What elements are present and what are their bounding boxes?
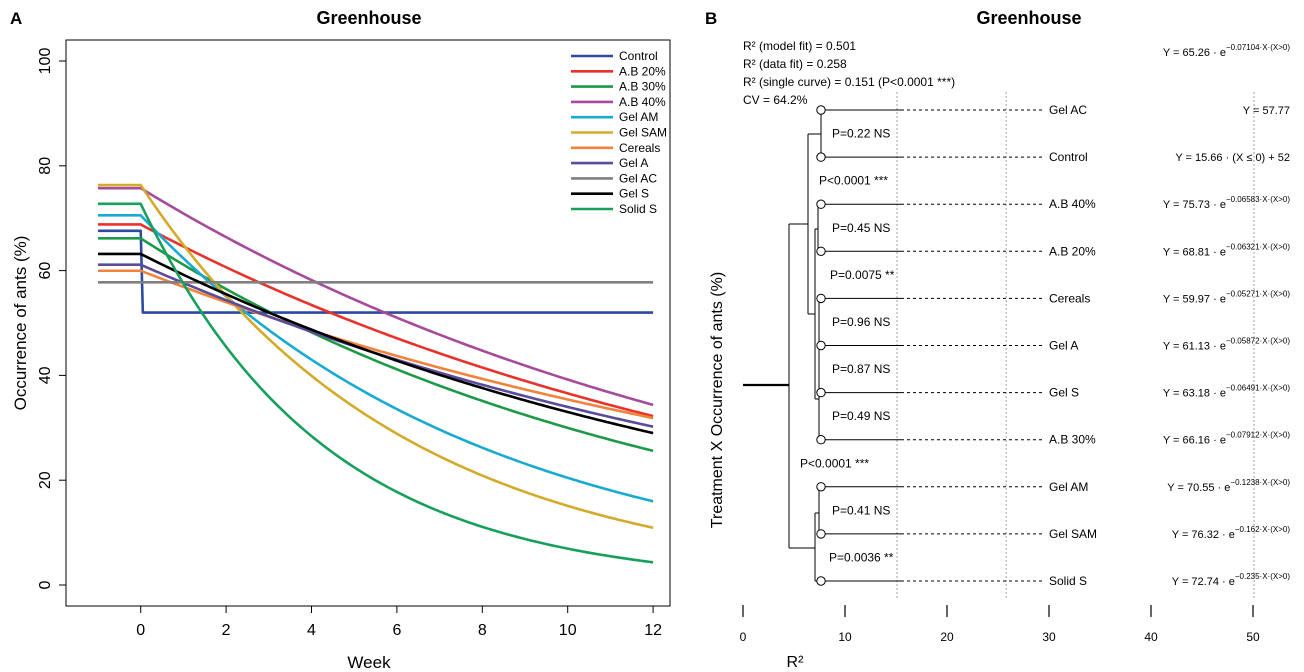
legend-label: Gel S bbox=[619, 187, 649, 201]
p-value-label: P<0.0001 *** bbox=[819, 174, 888, 188]
p-value-label: P=0.49 NS bbox=[832, 409, 890, 423]
x-tick-label: 10 bbox=[559, 622, 577, 639]
treatment-label: Cereals bbox=[1049, 291, 1090, 305]
panel-a-y-axis-label: Occurrence of ants (%) bbox=[11, 236, 30, 411]
x-tick-label: 0 bbox=[136, 622, 145, 639]
treatment-label: Gel AC bbox=[1049, 103, 1087, 117]
series-line-solid-s bbox=[98, 202, 654, 564]
leaf-node bbox=[816, 340, 826, 351]
legend-label: Gel AM bbox=[619, 110, 658, 124]
curve-equation: Y = 61.13 · e−0.05872·X·(X>0) bbox=[1163, 337, 1290, 353]
legend-label: Gel SAM bbox=[619, 126, 667, 140]
y-tick-label: 80 bbox=[37, 157, 54, 175]
curve-equation: Y = 66.16 · e−0.07912·X·(X>0) bbox=[1163, 431, 1290, 447]
series-line-a-b-20- bbox=[98, 223, 654, 418]
b-x-tick-label: 30 bbox=[1042, 630, 1056, 644]
y-tick-label: 40 bbox=[37, 366, 54, 384]
x-tick-label: 4 bbox=[307, 622, 316, 639]
p-value-label: P=0.0036 ** bbox=[829, 550, 894, 564]
p-value-label: P=0.0075 ** bbox=[830, 268, 895, 282]
curve-equation: Y = 76.32 · e−0.162·X·(X>0) bbox=[1172, 525, 1291, 541]
treatment-label: Gel S bbox=[1049, 386, 1079, 400]
p-value-label: P<0.0001 *** bbox=[800, 456, 869, 470]
curve-equation: Y = 57.77 bbox=[1243, 105, 1290, 117]
leaf-node bbox=[816, 199, 826, 209]
leaf-node bbox=[816, 293, 826, 304]
curve-equation: Y = 68.81 · e−0.06321·X·(X>0) bbox=[1163, 242, 1290, 258]
legend-label: A.B 30% bbox=[619, 80, 666, 94]
fit-statistic: R² (model fit) = 0.501 bbox=[743, 39, 856, 53]
p-value-label: P=0.41 NS bbox=[832, 503, 890, 517]
x-tick-label: 12 bbox=[644, 622, 662, 639]
leaf-node bbox=[816, 246, 826, 257]
b-x-tick-label: 50 bbox=[1246, 630, 1260, 644]
leaf-node bbox=[816, 482, 826, 492]
treatment-label: Gel A bbox=[1049, 339, 1078, 353]
panel-b-letter: B bbox=[705, 9, 717, 28]
legend-label: Gel AC bbox=[619, 171, 657, 185]
fit-statistic: CV = 64.2% bbox=[743, 93, 808, 107]
b-x-tick-label: 40 bbox=[1144, 630, 1158, 644]
treatment-label: A.B 30% bbox=[1049, 433, 1096, 447]
treatment-label: A.B 20% bbox=[1049, 244, 1096, 258]
legend-label: A.B 40% bbox=[619, 95, 666, 109]
treatment-label: Gel SAM bbox=[1049, 527, 1097, 541]
legend-label: Cereals bbox=[619, 141, 660, 155]
x-tick-label: 8 bbox=[478, 622, 487, 639]
series-line-a-b-30- bbox=[98, 237, 654, 453]
curve-equation: Y = 75.73 · e−0.06583·X·(X>0) bbox=[1163, 195, 1290, 211]
curve-equation: Y = 65.26 · e−0.07104·X·(X>0) bbox=[1163, 43, 1290, 59]
leaf-node bbox=[816, 387, 826, 398]
plot-frame bbox=[65, 39, 671, 607]
legend-label: Gel A bbox=[619, 156, 648, 170]
b-x-tick-label: 0 bbox=[740, 630, 747, 644]
series-line-cereals bbox=[98, 269, 654, 420]
fit-statistic: R² (single curve) = 0.151 (P<0.0001 ***) bbox=[743, 75, 955, 89]
panel-a-title: Greenhouse bbox=[316, 8, 421, 28]
panel-a-x-axis-label: Week bbox=[347, 653, 391, 672]
treatment-label: Control bbox=[1049, 150, 1088, 164]
leaf-node bbox=[816, 576, 826, 586]
legend-label: Solid S bbox=[619, 202, 657, 216]
y-tick-label: 20 bbox=[37, 471, 54, 489]
y-tick-label: 0 bbox=[37, 580, 54, 589]
panel-b-y-axis-label: Treatment X Occurrence of ants (%) bbox=[709, 272, 726, 528]
series-line-gel-s bbox=[98, 252, 654, 435]
legend-label: Control bbox=[619, 49, 658, 63]
b-x-tick-label: 20 bbox=[940, 630, 954, 644]
curve-equation: Y = 59.97 · e−0.05271·X·(X>0) bbox=[1163, 289, 1290, 305]
x-tick-label: 6 bbox=[392, 622, 401, 639]
panel-b-title: Greenhouse bbox=[976, 8, 1081, 28]
p-value-label: P=0.22 NS bbox=[832, 127, 890, 141]
curve-equation: Y = 15.66 · (X ≤ 0) + 52 bbox=[1175, 152, 1290, 164]
p-value-label: P=0.96 NS bbox=[832, 315, 890, 329]
y-tick-label: 60 bbox=[37, 262, 54, 280]
x-tick-label: 2 bbox=[222, 622, 231, 639]
treatment-label: Gel AM bbox=[1049, 480, 1088, 494]
series-line-gel-am bbox=[98, 214, 654, 503]
leaf-node bbox=[816, 435, 826, 445]
panel-a: A Greenhouse Week Occurrence of ants (%)… bbox=[10, 8, 671, 672]
leaf-node bbox=[816, 529, 826, 539]
fit-statistic: R² (data fit) = 0.258 bbox=[743, 57, 847, 71]
legend-label: A.B 20% bbox=[619, 64, 666, 78]
curve-equation: Y = 63.18 · e−0.06491·X·(X>0) bbox=[1163, 384, 1290, 400]
treatment-label: Solid S bbox=[1049, 574, 1087, 588]
series-line-gel-sam bbox=[98, 183, 654, 530]
p-value-label: P=0.87 NS bbox=[832, 362, 890, 376]
leaf-node bbox=[816, 152, 826, 162]
b-x-tick-label: 10 bbox=[838, 630, 852, 644]
curve-equation: Y = 70.55 · e−0.1238·X·(X>0) bbox=[1167, 478, 1290, 494]
series-line-gel-a bbox=[98, 263, 654, 428]
curve-equation: Y = 72.74 · e−0.235·X·(X>0) bbox=[1172, 572, 1291, 588]
series-line-a-b-40- bbox=[98, 186, 654, 407]
y-tick-label: 100 bbox=[37, 48, 54, 75]
panel-a-letter: A bbox=[10, 9, 22, 28]
panel-b: B Greenhouse R² Treatment X Occurrence o… bbox=[705, 8, 1291, 671]
p-value-label: P=0.45 NS bbox=[832, 221, 890, 235]
leaf-node bbox=[816, 105, 826, 115]
panel-b-x-axis-label: R² bbox=[787, 654, 805, 671]
treatment-label: A.B 40% bbox=[1049, 197, 1096, 211]
